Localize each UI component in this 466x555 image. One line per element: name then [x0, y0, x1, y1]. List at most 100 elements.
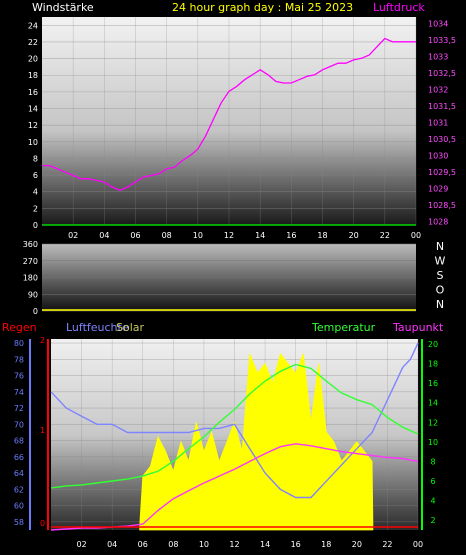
x-tick-label: 18: [317, 231, 327, 240]
x-tick-label: 14: [255, 231, 265, 240]
compass-label: N: [436, 240, 444, 253]
x-tick-label: 00: [411, 231, 421, 240]
panel3-rain-axis: 0 1 2: [40, 336, 49, 530]
left-tick-label: 76: [14, 372, 24, 381]
series-line-luftfeuchte: [50, 342, 419, 499]
right-tick-label: 10: [428, 438, 438, 447]
right-tick-label: 2: [430, 516, 435, 525]
right-tick-label: 1032,5: [428, 69, 456, 78]
legend-luftfeuchte: Luftfeuchte: [66, 321, 129, 334]
left-tick-label: 80: [14, 339, 24, 348]
legend-taupunkt: Taupunkt: [392, 321, 444, 334]
left-tick-label: 58: [14, 518, 24, 527]
left-tick-label: 10: [28, 138, 38, 147]
x-tick-label: 00: [413, 540, 423, 549]
left-tick-label: 24: [28, 21, 38, 30]
rain-tick-label: 1: [40, 426, 45, 435]
x-tick-label: 02: [76, 540, 86, 549]
panel3-x-axis: 02 04 06 08 10 12 14 16 18 20 22 00: [76, 540, 423, 549]
x-tick-label: 22: [380, 231, 390, 240]
x-tick-label: 16: [291, 540, 301, 549]
left-tick-label: 60: [14, 502, 24, 511]
x-tick-label: 22: [382, 540, 392, 549]
left-tick-label: 18: [28, 71, 38, 80]
right-tick-label: 1030: [428, 152, 448, 161]
x-tick-label: 12: [224, 231, 234, 240]
x-tick-label: 06: [130, 231, 140, 240]
compass-label: O: [436, 284, 445, 297]
right-tick-label: 1031: [428, 119, 448, 128]
panel1-gridlines: [42, 17, 417, 226]
x-tick-label: 08: [162, 231, 172, 240]
left-tick-label: 72: [14, 404, 24, 413]
panel3-left-axis: 58 60 62 64 66 68 70 72 74 76 78 80: [14, 339, 31, 530]
x-tick-label: 14: [260, 540, 270, 549]
x-tick-label: 18: [321, 540, 331, 549]
right-tick-label: 6: [430, 477, 435, 486]
left-tick-label: 20: [28, 55, 38, 64]
left-tick-label: 74: [14, 388, 24, 397]
left-tick-label: 90: [28, 290, 38, 299]
left-tick-label: 360: [23, 240, 38, 249]
panel2-gridlines: [42, 243, 416, 312]
right-tick-label: 1029: [428, 185, 448, 194]
x-tick-label: 04: [99, 231, 109, 240]
right-tick-label: 1028: [428, 218, 448, 227]
left-tick-label: 64: [14, 469, 24, 478]
panel1-series: [42, 37, 416, 226]
x-tick-label: 08: [168, 540, 178, 549]
left-tick-label: 68: [14, 437, 24, 446]
right-tick-label: 8: [430, 457, 435, 466]
left-tick-label: 180: [23, 274, 38, 283]
right-tick-label: 1031,5: [428, 102, 456, 111]
left-tick-label: 12: [28, 121, 38, 130]
panel1-header-right: Luftdruck: [373, 1, 425, 14]
rain-tick-label: 2: [40, 336, 45, 345]
rain-tick-label: 0: [40, 519, 45, 528]
right-tick-label: 1033,5: [428, 36, 456, 45]
x-tick-label: 04: [107, 540, 117, 549]
compass-label: W: [435, 255, 446, 268]
panel1-header-left: Windstärke: [32, 1, 94, 14]
left-tick-label: 6: [33, 171, 38, 180]
series-line-luftdruck: [42, 37, 416, 192]
panel1-x-axis: 02 04 06 08 10 12 14 16 18 20 22 00: [68, 231, 421, 240]
left-tick-label: 14: [28, 105, 38, 114]
left-tick-label: 70: [14, 420, 24, 429]
panel2-left-axis: 0 90 180 270 360: [23, 240, 38, 316]
left-tick-label: 4: [33, 188, 38, 197]
right-tick-label: 1032: [428, 86, 448, 95]
left-tick-label: 62: [14, 485, 24, 494]
panel3-right-axis: 2 4 6 8 10 12 14 16 18 20: [421, 339, 438, 530]
compass-label: S: [437, 269, 444, 282]
x-tick-label: 20: [349, 231, 359, 240]
left-tick-label: 0: [33, 221, 38, 230]
x-tick-label: 16: [286, 231, 296, 240]
left-tick-label: 2: [33, 204, 38, 213]
left-tick-label: 22: [28, 38, 38, 47]
left-tick-label: 0: [33, 307, 38, 316]
series-line-temperatur: [50, 363, 419, 489]
x-tick-label: 02: [68, 231, 78, 240]
left-tick-label: 78: [14, 355, 24, 364]
right-tick-label: 20: [428, 340, 438, 349]
x-tick-label: 06: [138, 540, 148, 549]
panel3-series: [50, 342, 419, 531]
chart-title: 24 hour graph day : Mai 25 2023: [172, 1, 353, 14]
right-tick-label: 1033: [428, 53, 448, 62]
left-tick-label: 16: [28, 88, 38, 97]
right-tick-label: 1029,5: [428, 168, 456, 177]
right-tick-label: 4: [430, 497, 435, 506]
x-tick-label: 12: [229, 540, 239, 549]
legend-regen: Regen: [2, 321, 37, 334]
right-tick-label: 1034: [428, 20, 448, 29]
right-tick-label: 18: [428, 359, 438, 368]
left-tick-label: 8: [33, 154, 38, 163]
legend-solar: Solar: [116, 321, 145, 334]
right-tick-label: 14: [428, 399, 438, 408]
left-tick-label: 270: [23, 257, 38, 266]
legend-temperatur: Temperatur: [311, 321, 376, 334]
